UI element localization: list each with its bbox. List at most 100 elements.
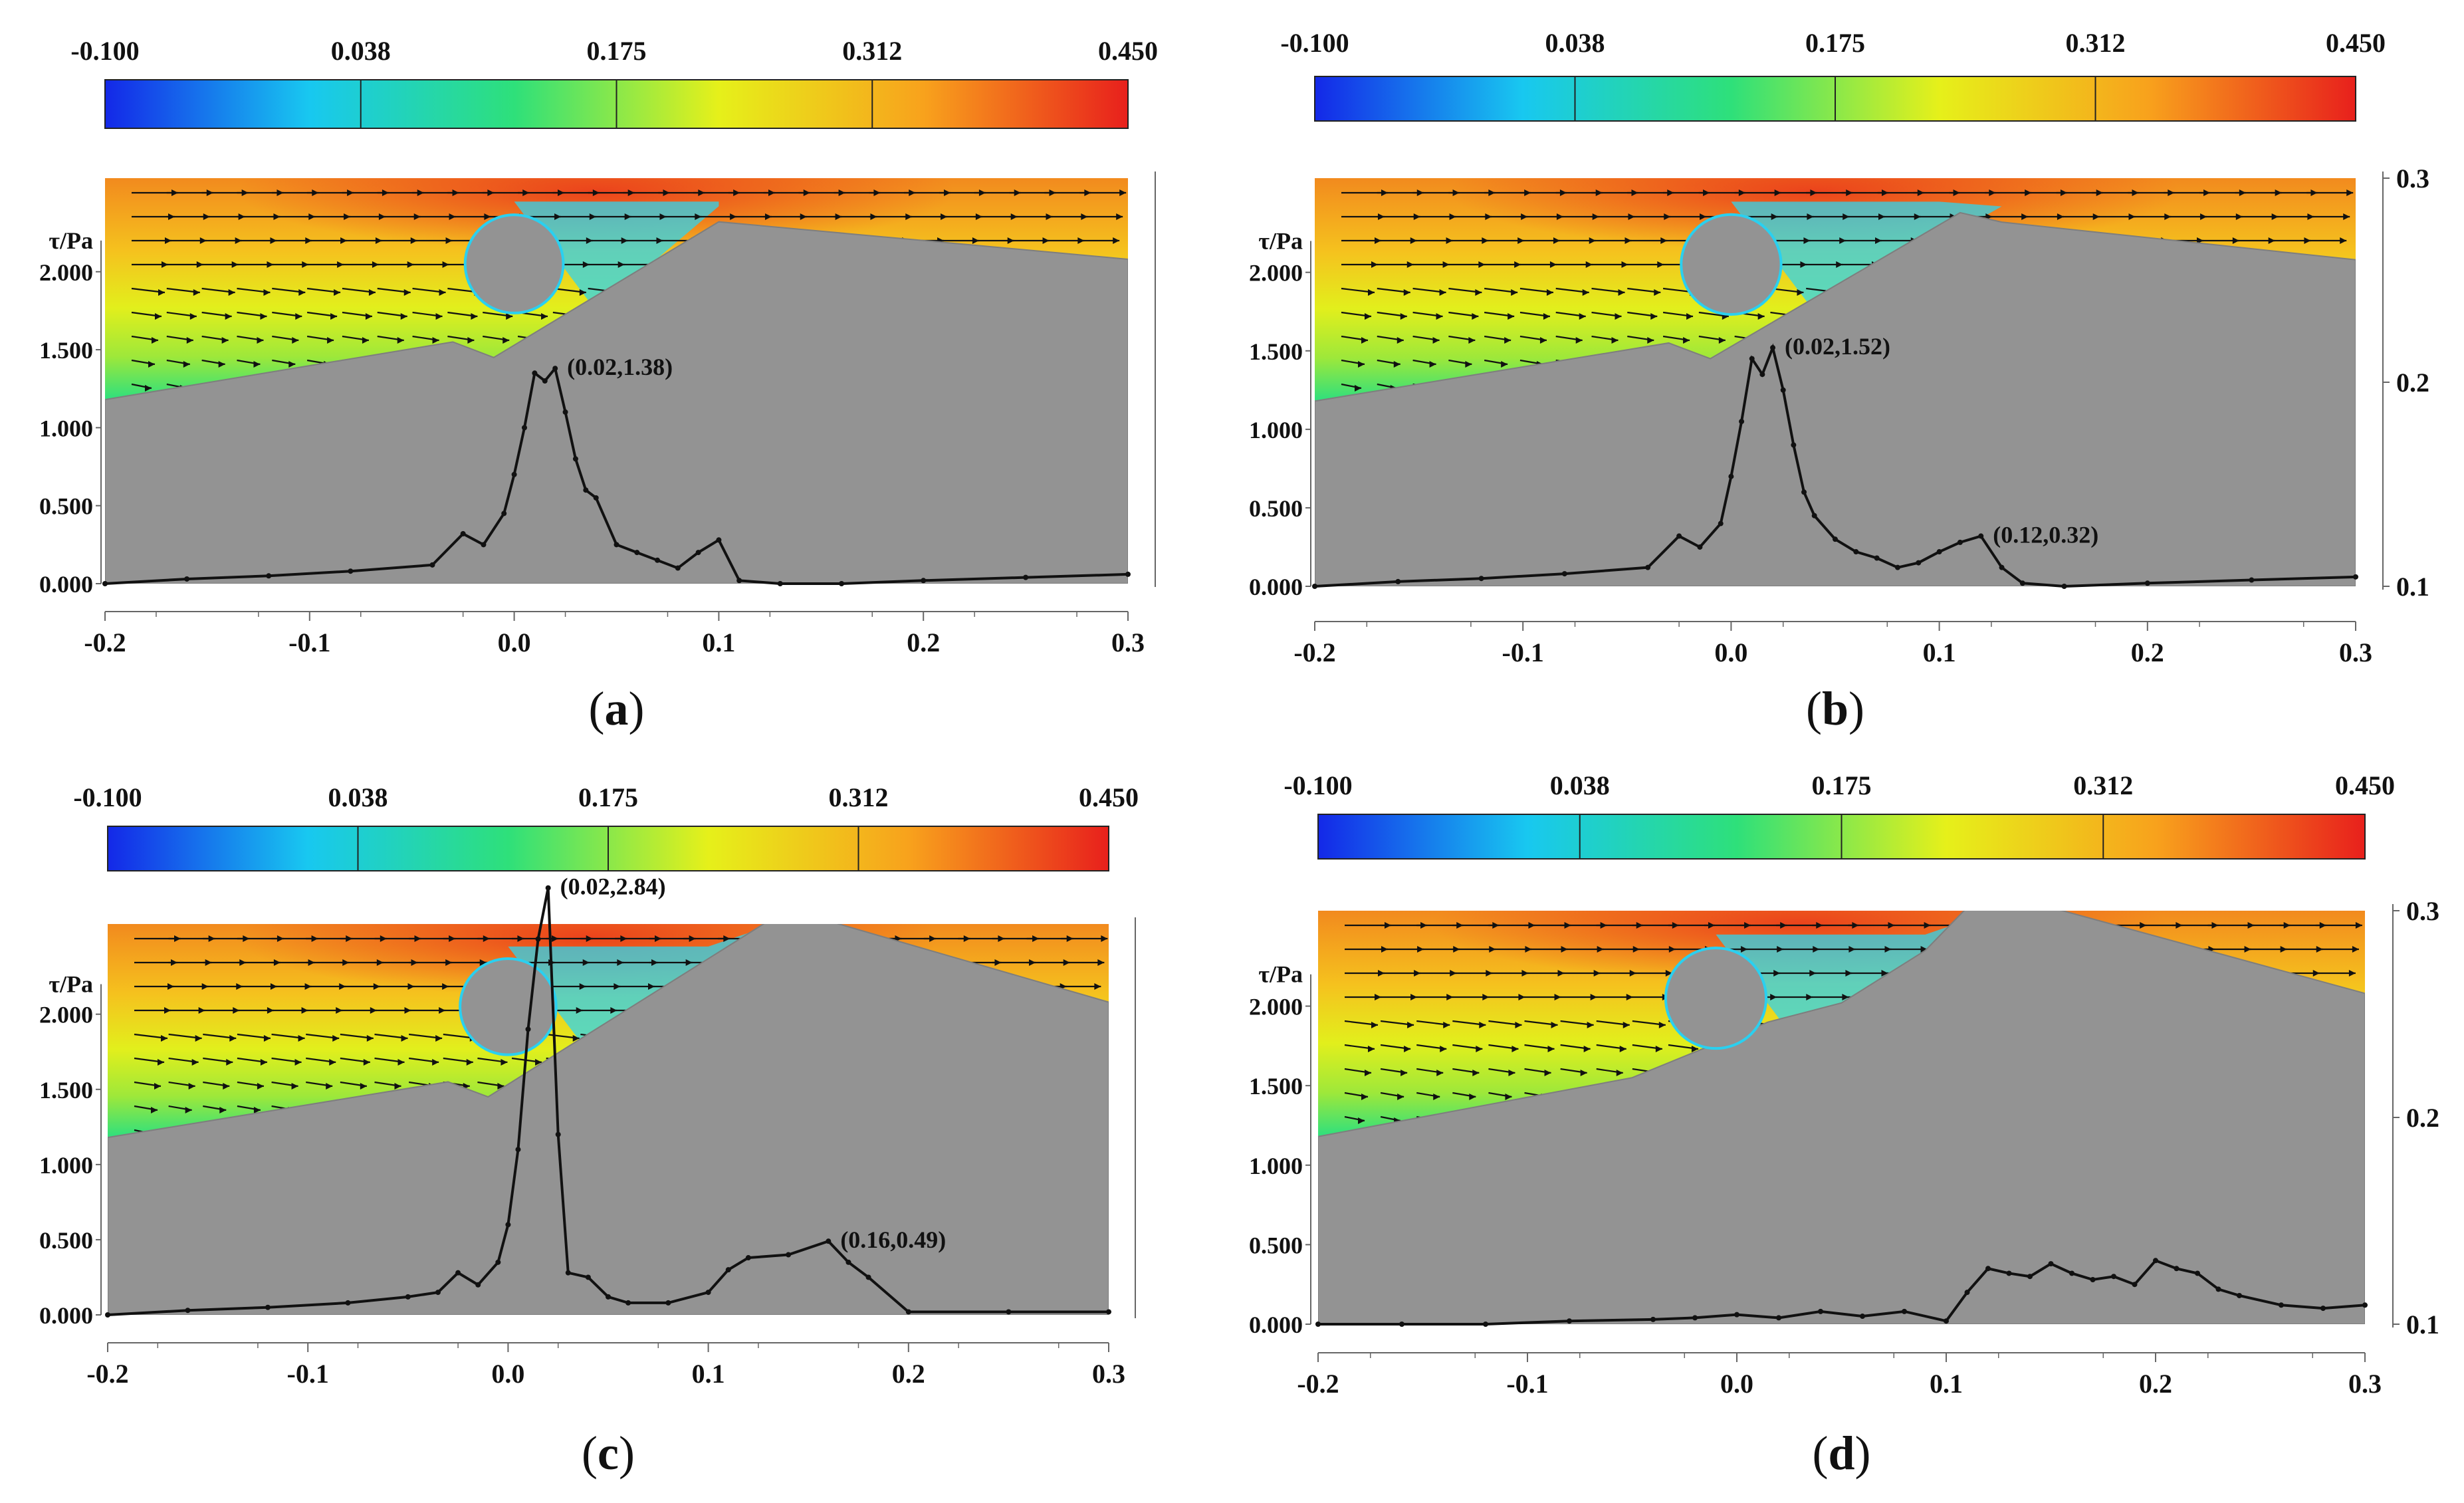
- velocity-arrow-head: [1621, 261, 1628, 268]
- velocity-arrow-head: [365, 313, 372, 320]
- shear-stress-point: [184, 576, 190, 582]
- shear-stress-point: [1567, 1318, 1572, 1324]
- velocity-arrow-head: [435, 313, 443, 320]
- shear-stress-point: [1692, 1315, 1698, 1321]
- velocity-arrow-head: [439, 1007, 446, 1014]
- y-tick-label: 0.000: [39, 571, 93, 598]
- shear-stress-point: [2195, 1270, 2200, 1276]
- colorbar-tick-label: 0.038: [328, 782, 388, 812]
- shear-stress-point: [634, 550, 640, 556]
- shear-stress-point: [583, 487, 589, 493]
- velocity-arrow-head: [1587, 1022, 1594, 1028]
- velocity-arrow-head: [1094, 983, 1101, 990]
- velocity-arrow-head: [366, 1035, 374, 1042]
- sediment-bed: [1315, 211, 2356, 586]
- velocity-arrow-head: [196, 261, 203, 268]
- velocity-arrow-head: [362, 337, 369, 344]
- y-tick-label: 1.500: [39, 1077, 93, 1103]
- shear-stress-point: [1106, 1309, 1111, 1315]
- x-tick-label: 0.3: [1092, 1359, 1125, 1389]
- velocity-arrow-head: [1472, 313, 1479, 320]
- velocity-arrow-head: [1512, 1046, 1519, 1052]
- velocity-arrow-head: [1575, 337, 1583, 344]
- velocity-arrow-head: [158, 289, 165, 296]
- shear-stress-point: [1780, 387, 1786, 393]
- velocity-arrow-head: [145, 385, 152, 392]
- velocity-arrow-head: [471, 313, 478, 320]
- velocity-arrow-head: [1400, 313, 1407, 320]
- velocity-arrow-head: [1446, 994, 1454, 1000]
- velocity-arrow-head: [576, 1007, 583, 1014]
- shear-stress-point: [481, 542, 487, 548]
- velocity-arrow-head: [1478, 261, 1486, 268]
- y-tick-label: 2.000: [1249, 260, 1303, 287]
- velocity-arrow-head: [368, 289, 376, 296]
- peak-annotation: (0.16,0.49): [840, 1226, 946, 1253]
- velocity-arrow-head: [337, 261, 344, 268]
- velocity-arrow-head: [1797, 289, 1804, 296]
- colorbar: -0.100 0.038 0.175 0.312 0.450: [1280, 28, 2386, 122]
- shear-stress-point: [1801, 489, 1807, 495]
- colorbar-tick-label: 0.312: [842, 36, 902, 66]
- velocity-arrow-head: [1580, 1070, 1587, 1076]
- velocity-arrow-head: [292, 337, 299, 344]
- velocity-arrow-head: [154, 1083, 161, 1090]
- velocity-arrow-head: [229, 1035, 237, 1042]
- velocity-arrow-head: [1623, 1022, 1630, 1028]
- sediment-bed: [105, 221, 1128, 584]
- velocity-arrow-head: [226, 1059, 233, 1066]
- velocity-arrow-head: [288, 361, 296, 368]
- y-tick-label: 0.500: [39, 1227, 93, 1254]
- velocity-arrow-head: [1544, 1070, 1551, 1076]
- shear-stress-point: [921, 578, 927, 584]
- velocity-arrow-head: [1518, 994, 1525, 1000]
- velocity-arrow-head: [1505, 1094, 1512, 1100]
- velocity-arrow-head: [1546, 289, 1553, 296]
- y-tick-label: 1.000: [39, 415, 93, 441]
- x-tick-label: 0.3: [2348, 1369, 2382, 1399]
- right-tick-label: 0.2: [2406, 1103, 2439, 1133]
- shear-stress-point: [525, 1026, 531, 1032]
- shear-stress-point: [2132, 1282, 2138, 1288]
- panel-a: -0.100 0.038 0.175 0.312 0.450 0.000 0.500 1.00…: [39, 36, 1158, 735]
- velocity-arrow-head: [467, 337, 475, 344]
- x-tick-label: -0.2: [86, 1359, 128, 1389]
- shear-stress-point: [865, 1274, 871, 1280]
- velocity-arrow-head: [1368, 289, 1375, 296]
- shear-stress-point: [2237, 1292, 2242, 1298]
- colorbar-tick-label: -0.100: [1280, 28, 1349, 58]
- velocity-arrow-head: [225, 313, 232, 320]
- velocity-arrow-head: [1626, 994, 1633, 1000]
- velocity-arrow-head: [1365, 1070, 1371, 1076]
- x-axis: -0.2 -0.1 0.0 0.1 0.2 0.3: [86, 1342, 1125, 1389]
- velocity-arrow-head: [2348, 970, 2356, 977]
- velocity-arrow-head: [1475, 289, 1482, 296]
- velocity-arrow-head: [1436, 313, 1443, 320]
- velocity-arrow-head: [1611, 337, 1619, 344]
- shear-stress-point: [845, 1259, 851, 1265]
- velocity-arrow-head: [1113, 237, 1120, 244]
- velocity-arrow-head: [1579, 313, 1586, 320]
- shear-stress-point: [625, 1300, 631, 1306]
- velocity-arrow-head: [582, 261, 590, 268]
- velocity-arrow-head: [193, 289, 200, 296]
- shear-stress-point: [1650, 1316, 1656, 1322]
- velocity-arrow-head: [1683, 337, 1690, 344]
- y-axis: 0.000 0.500 1.000 1.500 2.000 τ/Pa: [39, 971, 102, 1329]
- shear-stress-point: [2006, 1270, 2012, 1276]
- velocity-arrow-head: [432, 337, 439, 344]
- velocity-arrow-head: [363, 1059, 370, 1066]
- velocity-arrow-head: [1476, 1046, 1483, 1052]
- y-axis: 0.000 0.500 1.000 1.500 2.000 τ/Pa: [1249, 961, 1311, 1338]
- shear-stress-point: [606, 1294, 611, 1300]
- shear-stress-point: [515, 1147, 521, 1153]
- velocity-arrow-head: [295, 313, 302, 320]
- right-axis: 0.1 0.2 0.3: [2392, 896, 2439, 1339]
- velocity-arrow-head: [330, 313, 338, 320]
- x-tick-label: -0.2: [1297, 1369, 1339, 1399]
- shear-stress-point: [675, 565, 681, 571]
- velocity-arrow-head: [1472, 1070, 1480, 1076]
- velocity-arrow-head: [439, 289, 446, 296]
- shear-stress-point: [1315, 1322, 1321, 1327]
- shear-stress-point: [1312, 584, 1317, 589]
